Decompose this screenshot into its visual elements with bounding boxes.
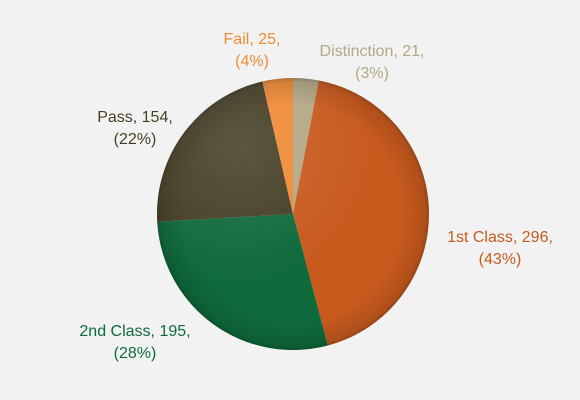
pie xyxy=(157,78,429,350)
slice-label: Pass, 154, xyxy=(97,109,173,126)
slice-label: Distinction, 21, xyxy=(320,43,425,60)
slice-percent: (28%) xyxy=(114,345,157,362)
slice-percent: (4%) xyxy=(235,53,269,70)
slice-percent: (43%) xyxy=(479,251,522,268)
slice-percent: (22%) xyxy=(114,131,157,148)
slice-label: 2nd Class, 195, xyxy=(79,323,190,340)
labels: Distinction, 21, (3%) 1st Class, 296, (43%)… xyxy=(79,31,553,362)
slice-percent: (3%) xyxy=(355,65,389,82)
slice-label: Fail, 25, xyxy=(224,31,281,48)
slice-label: 1st Class, 296, xyxy=(447,229,553,246)
